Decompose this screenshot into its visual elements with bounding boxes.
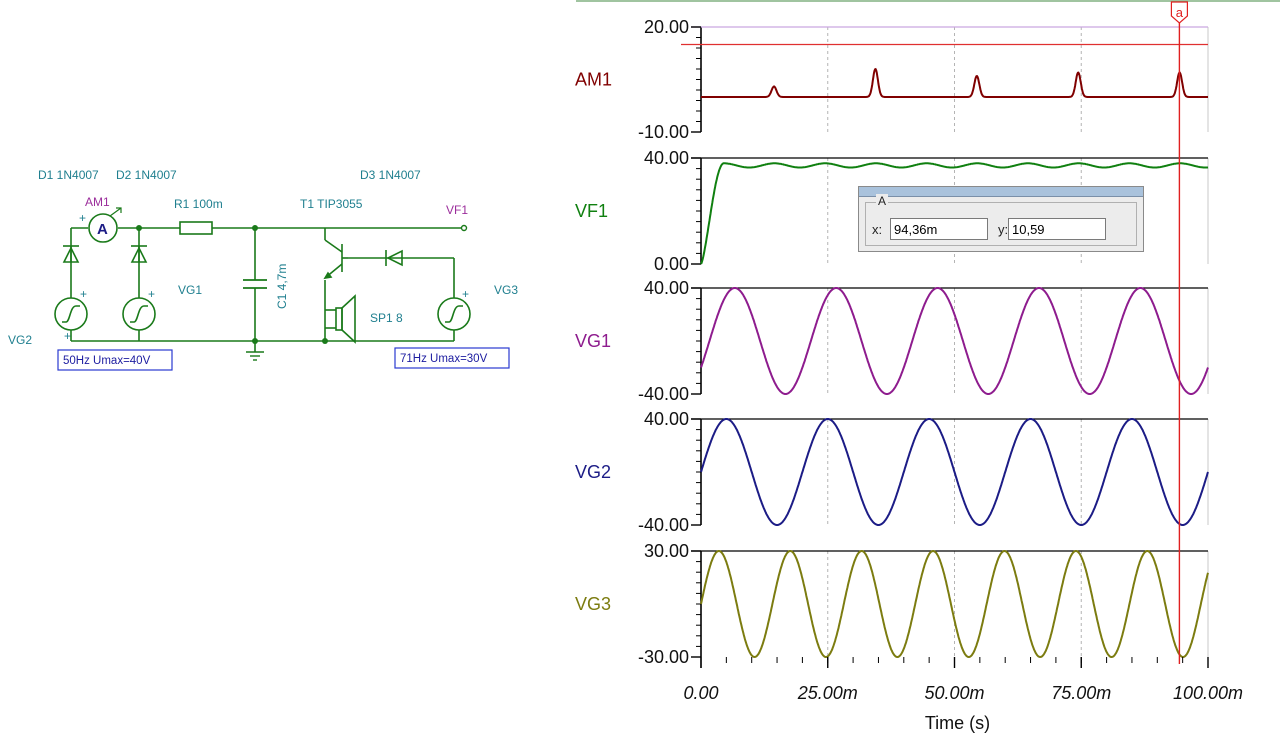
signal-source-vg3-icon [437, 297, 471, 331]
cursor-readout-dialog[interactable]: A x: y: [858, 186, 1144, 252]
x-label: x: [872, 222, 883, 237]
polarity-plus: + [80, 287, 87, 301]
waveform-vg2 [700, 418, 1209, 526]
label-r1: R1 100m [174, 197, 223, 211]
y-tick-label: 30.00 [644, 541, 689, 561]
x-tick-label: 0.00 [683, 683, 718, 703]
panel-am1: 20.00 -10.00 AM1 [575, 17, 1209, 142]
label-vf1: VF1 [446, 203, 468, 217]
waveform-vg1 [700, 287, 1209, 395]
x-tick-label: 25.00m [797, 683, 858, 703]
junction-dots [136, 225, 328, 344]
y-label: y: [998, 222, 1009, 237]
channel-name: VG3 [575, 594, 611, 614]
x-tick-label: 100.00m [1173, 683, 1243, 703]
x-tick-label: 75.00m [1051, 683, 1111, 703]
x-tick-label: 50.00m [924, 683, 984, 703]
source-box-left-text: 50Hz Umax=40V [63, 355, 151, 367]
label-vg3: VG3 [494, 283, 518, 297]
cursor-group: A x: y: [865, 194, 1137, 246]
channel-name: AM1 [575, 70, 612, 90]
waveform-vg3 [700, 549, 1209, 659]
y-tick-label: -30.00 [638, 647, 689, 667]
diode-d1-icon [62, 245, 80, 263]
ground-icon [246, 351, 264, 361]
transistor-icon [323, 239, 348, 280]
cursor-label: a [1176, 5, 1184, 20]
polarity-plus: + [64, 329, 71, 343]
polarity-plus: + [462, 287, 469, 301]
y-tick-label: 40.00 [644, 148, 689, 168]
dialog-title-bar[interactable] [859, 187, 1143, 197]
label-sp1: SP1 8 [370, 311, 403, 325]
probe-icon [460, 224, 468, 232]
diode-d2-icon [130, 245, 148, 263]
y-tick-label: 0.00 [654, 254, 689, 274]
label-vg1: VG1 [178, 283, 202, 297]
panel-vg2: 40.00 -40.00 VG2 [575, 409, 1209, 535]
panel-vg1: 40.00 -40.00 VG1 [575, 278, 1209, 404]
label-d1: D1 1N4007 [38, 168, 99, 182]
waveform-vf1 [700, 162, 1209, 265]
capacitor-icon [243, 279, 267, 289]
y-tick-label: 40.00 [644, 409, 689, 429]
label-vg2: VG2 [8, 333, 32, 347]
source-box-right-text: 71Hz Umax=30V [400, 353, 488, 365]
polarity-plus: + [148, 287, 155, 301]
y-tick-label: -40.00 [638, 515, 689, 535]
ammeter-symbol: A [97, 221, 108, 238]
panel-vg3: 30.00 -30.00 VG3 [575, 541, 1209, 667]
circuit-schematic: A [8, 168, 518, 371]
cursor-x-field[interactable] [890, 218, 988, 240]
y-tick-label: 20.00 [644, 17, 689, 37]
cursor-handle-icon[interactable] [1170, 1, 1189, 24]
cursor-group-label: A [876, 194, 889, 208]
signal-source-vg2-icon [54, 297, 88, 331]
signal-source-vg1-icon [122, 297, 156, 331]
channel-name: VF1 [575, 201, 608, 221]
source-box-left[interactable] [57, 349, 173, 371]
x-axis-label: Time (s) [925, 713, 990, 733]
ammeter-icon: A [88, 207, 122, 243]
source-box-right[interactable] [394, 347, 510, 369]
panel-vf1: 40.00 0.00 VF1 [575, 148, 1209, 274]
resistor-icon [179, 221, 213, 235]
label-d2: D2 1N4007 [116, 168, 177, 182]
waveform-am1 [701, 67, 1208, 98]
label-am1: AM1 [85, 195, 110, 209]
cursor-y-field[interactable] [1008, 218, 1106, 240]
diode-d3-icon [385, 249, 403, 267]
label-d3: D3 1N4007 [360, 168, 421, 182]
y-tick-label: -40.00 [638, 384, 689, 404]
channel-name: VG1 [575, 331, 611, 351]
y-tick-label: -10.00 [638, 122, 689, 142]
speaker-icon [325, 294, 356, 344]
polarity-plus: + [79, 211, 86, 225]
y-tick-label: 40.00 [644, 278, 689, 298]
label-t1: T1 TIP3055 [300, 197, 363, 211]
channel-name: VG2 [575, 462, 611, 482]
label-c1: C1 4,7m [275, 264, 289, 309]
